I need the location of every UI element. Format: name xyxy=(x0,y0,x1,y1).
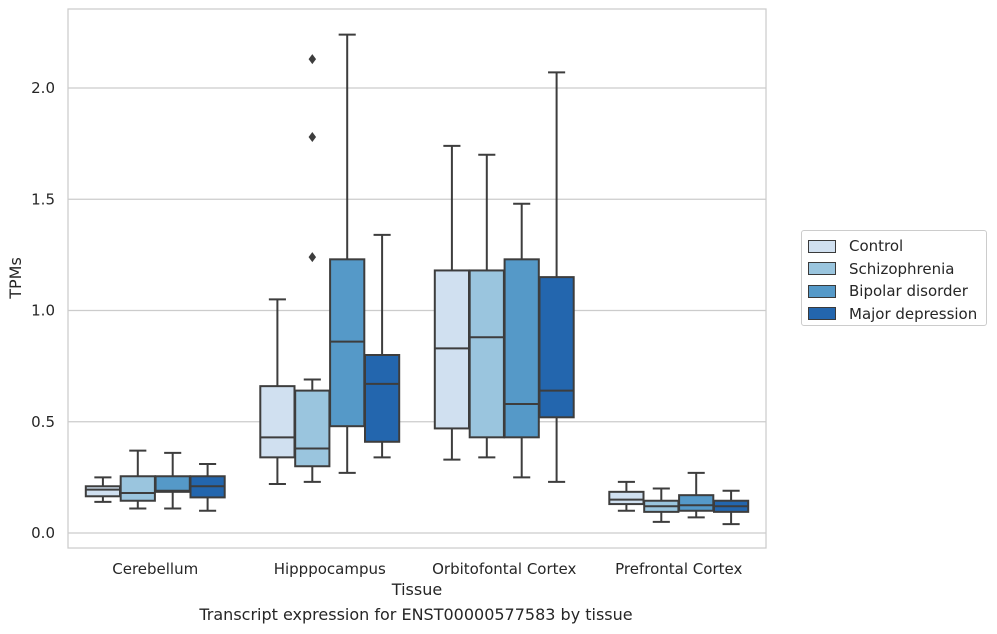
legend-label-control: Control xyxy=(849,237,904,256)
box-body xyxy=(678,494,715,512)
box-major-depression-cerebellum xyxy=(189,463,226,512)
x-tick-label: Prefrontal Cortex xyxy=(615,560,742,578)
box-schizophrenia-orbitofontal-cortex xyxy=(468,153,505,459)
x-tick-label: Orbitofontal Cortex xyxy=(432,560,576,578)
legend-item-bipolar-disorder: Bipolar disorder xyxy=(808,280,980,303)
legend-swatch-schizophrenia xyxy=(808,262,836,276)
box-body xyxy=(433,269,471,430)
legend-label-schizophrenia: Schizophrenia xyxy=(849,259,955,278)
y-tick-label: 0.0 xyxy=(31,524,55,542)
y-tick-label: 1.0 xyxy=(31,302,55,320)
box-body xyxy=(294,389,331,468)
x-tick-labels: Cerebellum Hipppocampus Orbitofontal Corte… xyxy=(112,560,742,578)
box-bipolar-disorder-orbitofontal-cortex xyxy=(503,202,540,479)
x-tick-label: Cerebellum xyxy=(112,560,198,578)
box-control-hipppocampus xyxy=(259,298,296,486)
outlier-point xyxy=(308,252,317,263)
box-schizophrenia-prefrontal-cortex xyxy=(643,487,680,523)
box-body xyxy=(259,385,296,459)
legend: Control Schizophrenia Bipolar disorder M… xyxy=(801,230,987,326)
box-plot-series xyxy=(84,33,750,526)
box-major-depression-hipppocampus xyxy=(363,233,401,459)
legend-item-schizophrenia: Schizophrenia xyxy=(808,258,980,281)
box-body xyxy=(154,475,191,493)
box-body xyxy=(503,258,540,439)
legend-item-major-depression: Major depression xyxy=(808,303,980,326)
box-control-cerebellum xyxy=(84,476,122,503)
y-tick-label: 2.0 xyxy=(31,79,55,97)
legend-swatch-bipolar-disorder xyxy=(808,284,836,298)
box-bipolar-disorder-hipppocampus xyxy=(329,33,366,474)
legend-item-control: Control xyxy=(808,235,980,258)
outlier-point xyxy=(308,54,317,65)
plot-frame xyxy=(67,8,767,549)
box-body xyxy=(329,258,366,428)
box-body xyxy=(84,485,122,498)
chart-title: Transcript expression for ENST0000057758… xyxy=(199,605,633,624)
box-control-orbitofontal-cortex xyxy=(433,144,471,461)
box-body xyxy=(363,354,401,443)
x-axis-label: Tissue xyxy=(391,580,442,599)
y-tick-labels: 0.0 0.5 1.0 1.5 2.0 xyxy=(31,79,55,542)
box-control-prefrontal-cortex xyxy=(608,480,645,512)
legend-swatch-control xyxy=(808,239,836,253)
box-schizophrenia-hipppocampus xyxy=(294,54,331,483)
legend-label-bipolar-disorder: Bipolar disorder xyxy=(849,282,968,301)
legend-swatch-major-depression xyxy=(808,307,836,321)
box-bipolar-disorder-prefrontal-cortex xyxy=(678,471,715,519)
outlier-point xyxy=(308,131,317,142)
box-bipolar-disorder-cerebellum xyxy=(154,451,191,510)
box-body xyxy=(608,490,645,506)
box-body xyxy=(468,269,505,439)
box-schizophrenia-cerebellum xyxy=(119,449,156,510)
y-tick-label: 0.5 xyxy=(31,413,55,431)
box-body xyxy=(119,475,156,502)
x-tick-label: Hipppocampus xyxy=(274,560,386,578)
box-body xyxy=(538,276,575,419)
y-axis-label: TPMs xyxy=(6,257,25,300)
y-tick-label: 1.5 xyxy=(31,190,55,208)
gridlines xyxy=(68,87,766,534)
box-major-depression-orbitofontal-cortex xyxy=(538,71,575,483)
box-major-depression-prefrontal-cortex xyxy=(712,489,750,526)
legend-label-major-depression: Major depression xyxy=(849,304,978,323)
